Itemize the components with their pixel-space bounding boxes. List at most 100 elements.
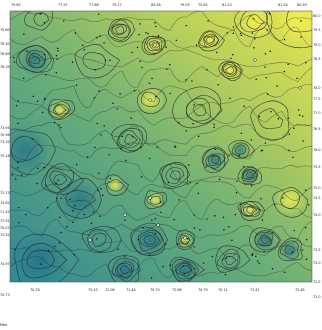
warm-pocket bbox=[237, 11, 273, 40]
bottom-label: 72.65 bbox=[295, 288, 305, 292]
station-point bbox=[96, 36, 98, 39]
station-point bbox=[71, 61, 74, 63]
station-point bbox=[228, 155, 230, 157]
station-point bbox=[197, 135, 200, 138]
station-point bbox=[238, 154, 240, 157]
station-point bbox=[43, 166, 45, 169]
station-point bbox=[92, 211, 95, 213]
contour-line bbox=[231, 142, 250, 159]
contour-line bbox=[224, 255, 237, 266]
station-point bbox=[121, 135, 123, 137]
cold-pocket bbox=[19, 44, 51, 76]
station-point bbox=[73, 254, 76, 256]
bottom-label: 72.66 bbox=[172, 288, 182, 292]
station-point bbox=[266, 93, 269, 95]
station-point bbox=[186, 237, 189, 240]
station-point bbox=[101, 194, 104, 196]
station-point bbox=[255, 78, 257, 81]
station-point bbox=[132, 135, 134, 138]
contour-line bbox=[241, 166, 259, 185]
right-label: 75.5 bbox=[313, 165, 321, 169]
station-point bbox=[133, 89, 136, 92]
left-label: 72.52 bbox=[0, 233, 10, 237]
station-point bbox=[98, 172, 100, 175]
station-point bbox=[36, 182, 38, 185]
station-point bbox=[156, 146, 158, 148]
station-point bbox=[193, 214, 195, 216]
left-label: 74.82 bbox=[0, 201, 10, 205]
station-point bbox=[291, 251, 294, 253]
station-point bbox=[223, 228, 225, 231]
left-label: 76.50 bbox=[0, 42, 10, 46]
contour-line bbox=[10, 142, 312, 161]
contour-line bbox=[254, 230, 280, 251]
station-point bbox=[250, 139, 253, 141]
right-axis-labels: 80.0 79.5 79.0 78.5 78.0 77.5 77.0 76.5 … bbox=[313, 14, 321, 299]
station-point bbox=[43, 21, 46, 24]
station-point bbox=[25, 213, 27, 216]
station-point bbox=[231, 239, 233, 241]
right-label: 76.5 bbox=[313, 127, 321, 131]
station-point bbox=[75, 163, 78, 166]
station-point bbox=[104, 59, 107, 62]
bottom-label: 71.44 bbox=[126, 288, 136, 292]
contour-line bbox=[202, 146, 229, 174]
left-label: 70.96 bbox=[0, 133, 10, 137]
station-point bbox=[253, 18, 255, 20]
contour-line bbox=[10, 198, 312, 222]
contour-line bbox=[144, 190, 167, 210]
station-point bbox=[147, 32, 149, 35]
contour-line bbox=[47, 101, 71, 119]
station-point bbox=[271, 231, 274, 234]
contour-line bbox=[243, 205, 258, 216]
highlight-point bbox=[156, 223, 160, 227]
station-point bbox=[304, 226, 307, 229]
map-frame bbox=[9, 10, 313, 283]
bottom-label: 72.06 bbox=[105, 288, 115, 292]
top-label: 81.24 bbox=[278, 3, 288, 7]
station-point bbox=[66, 225, 68, 228]
top-label: 80.58 bbox=[151, 3, 161, 7]
station-point bbox=[45, 73, 47, 76]
contour-line bbox=[26, 249, 55, 269]
top-label: 81.23 bbox=[222, 3, 232, 7]
station-point bbox=[307, 203, 310, 206]
station-point bbox=[137, 238, 140, 241]
station-point bbox=[189, 181, 192, 184]
contour-line bbox=[24, 11, 53, 31]
left-axis-labels: 79.80 76.50 76.89 76.29 73.94 70.96 73.3… bbox=[0, 28, 10, 297]
station-point bbox=[305, 62, 307, 64]
contour-line bbox=[33, 12, 49, 27]
station-point bbox=[45, 184, 47, 186]
station-point bbox=[97, 13, 100, 16]
right-label: 74.0 bbox=[313, 213, 321, 217]
contour-line bbox=[176, 263, 192, 277]
station-point bbox=[174, 146, 177, 148]
station-point bbox=[300, 20, 302, 22]
contour-line bbox=[185, 94, 223, 124]
station-point bbox=[258, 115, 261, 118]
station-point bbox=[270, 110, 272, 113]
station-point bbox=[185, 130, 188, 132]
cold-pocket bbox=[10, 230, 70, 282]
station-point bbox=[214, 215, 216, 217]
station-point bbox=[18, 221, 20, 224]
left-label: 72.73 bbox=[0, 191, 10, 195]
station-point bbox=[56, 47, 59, 50]
station-point bbox=[119, 93, 121, 95]
contour-line bbox=[81, 226, 122, 253]
contour-line bbox=[52, 103, 70, 117]
contour-line bbox=[277, 237, 303, 261]
station-point bbox=[260, 150, 263, 152]
station-point bbox=[83, 213, 86, 216]
contour-line bbox=[112, 24, 128, 36]
station-point bbox=[13, 56, 15, 59]
station-point bbox=[264, 142, 267, 144]
station-point bbox=[251, 252, 254, 255]
left-label: 76.29 bbox=[0, 65, 10, 69]
contour-line bbox=[141, 35, 165, 56]
right-label: 72.5 bbox=[313, 280, 321, 284]
station-point bbox=[235, 192, 238, 194]
station-point bbox=[39, 13, 42, 15]
station-point bbox=[205, 166, 207, 168]
